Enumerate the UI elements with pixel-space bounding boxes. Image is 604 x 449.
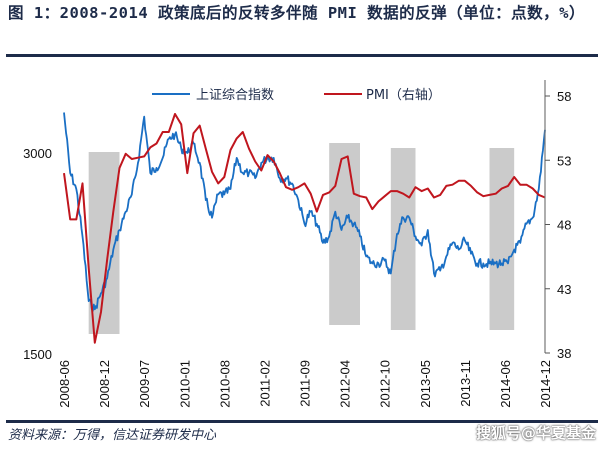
series-lines: [63, 112, 546, 344]
right-axis: 58 53 48 43 38: [544, 80, 571, 361]
left-axis-tick-label: 3000: [23, 146, 52, 161]
legend-label-shcomp: 上证综合指数: [196, 88, 274, 103]
series-line-pmi: [63, 113, 546, 344]
chart-title: 图 1：2008-2014 政策底后的反转多伴随 PMI 数据的反弹（单位：点数…: [8, 4, 585, 22]
legend-label-pmi: PMI（右轴）: [366, 88, 441, 103]
left-axis-tick-label: 1500: [23, 347, 52, 362]
x-axis-tick-label: 2009-07: [137, 360, 152, 408]
left-axis: 3000 1500: [23, 146, 52, 362]
x-axis-tick-label: 2013-11: [458, 360, 473, 407]
right-axis-tick-label: 53: [557, 153, 571, 168]
watermark: 搜狐号@华夏基金: [475, 424, 596, 442]
x-axis-tick-label: 2013-05: [418, 360, 433, 408]
shaded-period-4: [489, 148, 515, 330]
x-axis-tick-label: 2010-01: [177, 360, 192, 408]
x-axis-tick-label: 2014-12: [538, 360, 553, 408]
bottom-divider: [6, 420, 598, 423]
x-axis-tick-label: 2011-02: [257, 360, 272, 407]
right-axis-tick-label: 58: [557, 89, 571, 104]
shaded-period-2: [329, 143, 360, 325]
x-axis-tick-label: 2010-08: [217, 360, 232, 408]
x-axis-tick-label: 2008-06: [57, 360, 72, 408]
x-axis-tick-label: 2011-09: [298, 360, 313, 407]
x-axis-tick-label: 2014-06: [498, 360, 513, 408]
x-axis-tick-label: 2012-10: [378, 360, 393, 408]
top-divider: [6, 54, 598, 57]
right-axis-tick-label: 38: [557, 346, 571, 361]
x-axis: 2008-06 2008-12 2009-07 2010-01 2010-08 2011-…: [57, 360, 553, 408]
source-note: 资料来源：万得，信达证券研发中心: [8, 428, 217, 443]
x-axis-tick-label: 2008-12: [97, 360, 112, 408]
x-axis-tick-label: 2012-04: [338, 360, 353, 408]
shaded-period-3: [390, 148, 416, 330]
series-line-shcomp: [63, 112, 546, 312]
right-axis-tick-label: 48: [557, 218, 571, 233]
right-axis-tick-label: 43: [557, 282, 571, 297]
legend: 上证综合指数 PMI（右轴）: [152, 88, 441, 103]
